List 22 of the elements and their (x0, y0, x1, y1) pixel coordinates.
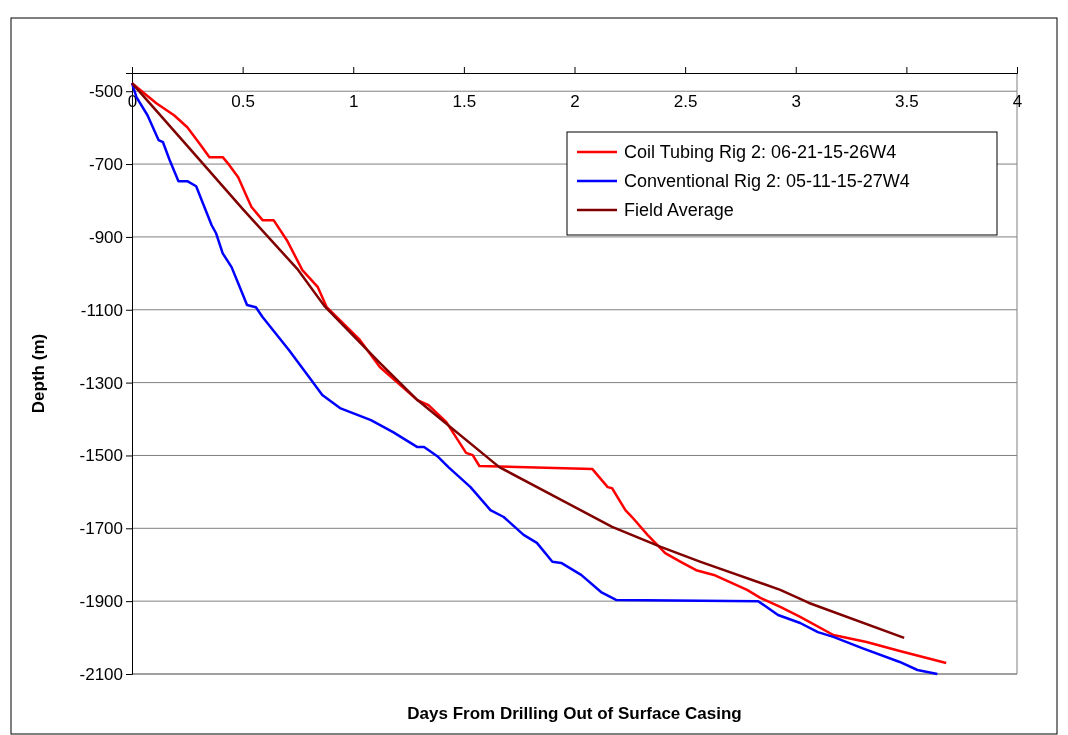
x-tick-label: 2 (570, 92, 580, 112)
x-tick-label: 1.5 (452, 92, 477, 112)
legend-label: Coil Tubing Rig 2: 06-21-15-26W4 (624, 142, 897, 162)
y-axis-title: Depth (m) (29, 333, 48, 414)
x-tick-label: 3.5 (895, 92, 919, 112)
x-tick-label: 3 (791, 92, 801, 112)
y-tick-label: -2100 (79, 664, 123, 684)
y-tick-label: -1500 (79, 446, 123, 466)
y-tick-label: -1700 (79, 519, 123, 539)
y-tick-label: -900 (88, 227, 123, 247)
x-tick-label: 0.5 (231, 92, 255, 112)
x-axis-title: Days From Drilling Out of Surface Casing (407, 704, 742, 723)
y-tick-label: -700 (88, 155, 123, 174)
y-tick-label: -1100 (80, 300, 123, 320)
legend-label: Field Average (624, 200, 734, 220)
x-tick-label: 1 (349, 92, 359, 112)
y-tick-label: -1300 (79, 373, 123, 393)
y-tick-label: -1900 (79, 592, 123, 612)
y-tick-label: -500 (88, 82, 123, 102)
x-tick-label: 2.5 (673, 92, 698, 112)
legend-label: Conventional Rig 2: 05-11-15-27W4 (624, 171, 910, 191)
x-tick-label: 4 (1012, 92, 1023, 112)
